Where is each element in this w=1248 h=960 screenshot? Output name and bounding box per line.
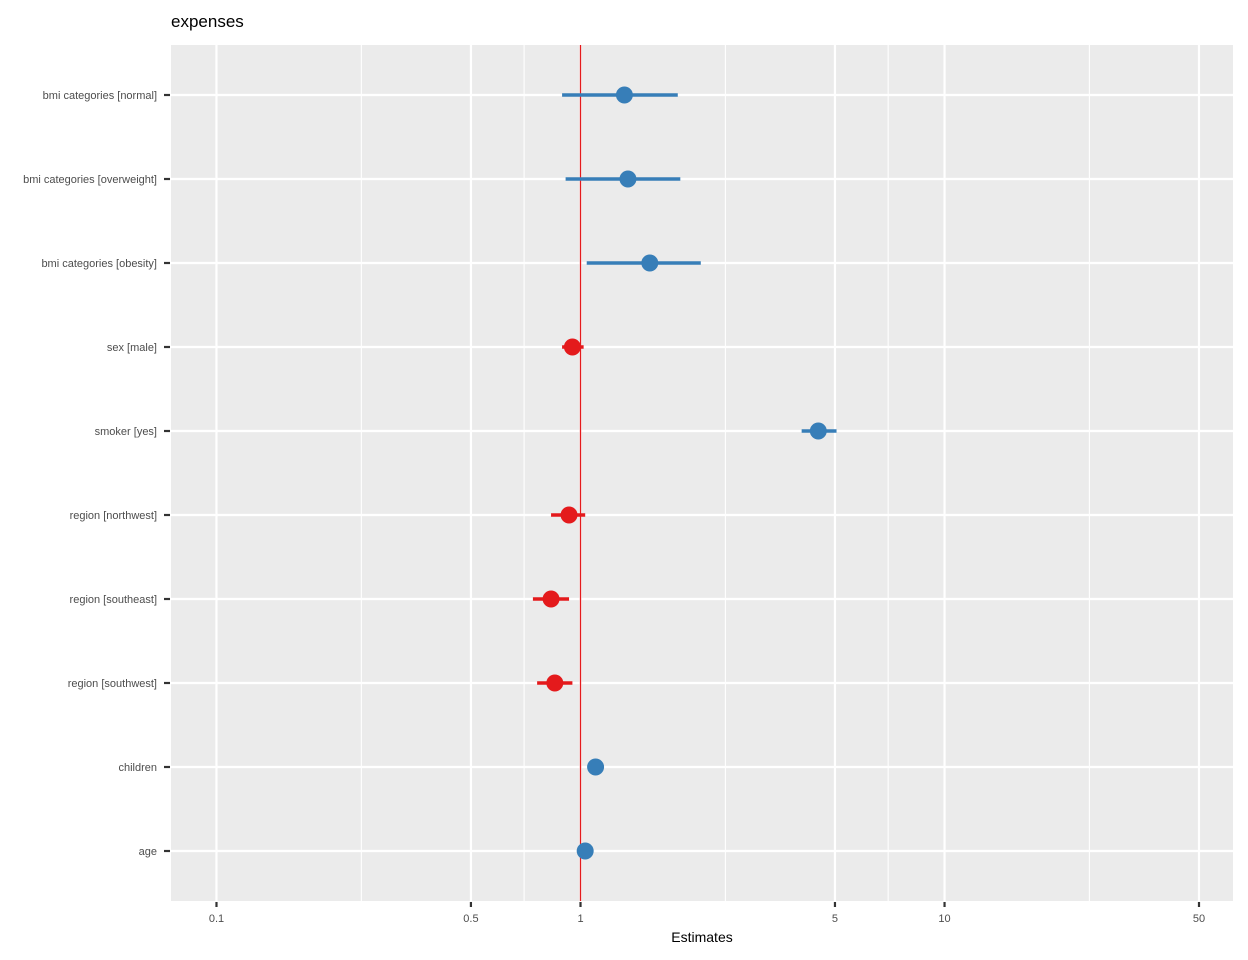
y-tick-label: smoker [yes] <box>95 426 157 438</box>
y-tick-label: children <box>118 762 157 774</box>
x-axis-title: Estimates <box>671 929 732 945</box>
estimate-point <box>576 842 594 860</box>
estimate-point <box>809 422 827 440</box>
x-tick-label: 5 <box>832 913 838 925</box>
estimate-point <box>641 254 659 272</box>
y-tick-label: age <box>139 846 157 858</box>
y-axis: bmi categories [normal] bmi categories [o… <box>23 90 170 858</box>
x-tick-label: 1 <box>577 913 583 925</box>
y-tick-label: region [southwest] <box>68 678 157 690</box>
x-tick-label: 10 <box>938 913 950 925</box>
y-tick-label: bmi categories [normal] <box>43 90 157 102</box>
y-tick-label: bmi categories [obesity] <box>41 258 157 270</box>
major-gridlines <box>171 45 1233 901</box>
estimate-point <box>560 506 578 524</box>
data-marks <box>532 86 837 860</box>
estimate-point <box>619 170 637 188</box>
chart-title: expenses <box>171 12 244 31</box>
x-axis: 0.1 0.5 1 5 10 50 <box>209 902 1205 925</box>
y-tick-label: region [northwest] <box>70 510 157 522</box>
estimate-point <box>563 338 581 356</box>
y-tick-label: region [southeast] <box>70 594 157 606</box>
minor-gridlines <box>360 45 1090 901</box>
x-tick-label: 0.5 <box>463 913 478 925</box>
x-tick-label: 50 <box>1193 913 1205 925</box>
x-tick-label: 0.1 <box>209 913 224 925</box>
estimate-point <box>542 590 560 608</box>
estimate-point <box>546 674 564 692</box>
plot-panel <box>171 45 1233 901</box>
estimate-point <box>615 86 633 104</box>
y-tick-label: sex [male] <box>107 342 157 354</box>
y-tick-label: bmi categories [overweight] <box>23 174 157 186</box>
estimate-point <box>587 758 605 776</box>
